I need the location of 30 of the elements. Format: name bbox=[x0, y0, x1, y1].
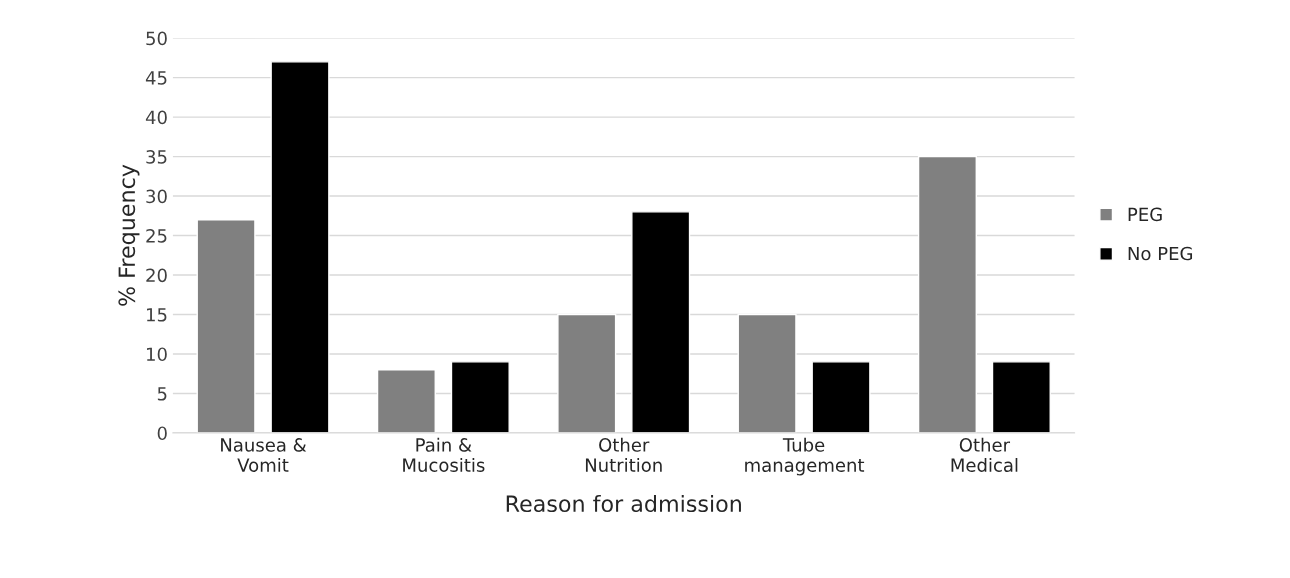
y-tick-label: 30 bbox=[146, 189, 167, 204]
y-tick-label: 25 bbox=[146, 228, 167, 243]
y-tick-label: 10 bbox=[147, 347, 167, 362]
bar bbox=[631, 211, 691, 433]
bar bbox=[737, 313, 797, 433]
y-tick-label: 5 bbox=[157, 387, 167, 401]
y-tick-label: 40 bbox=[145, 110, 167, 125]
x-tick-label: Nausea & Vomit bbox=[221, 438, 307, 472]
bar bbox=[450, 361, 510, 433]
bar bbox=[557, 313, 617, 433]
bar bbox=[270, 61, 330, 433]
y-tick-label: 20 bbox=[146, 268, 167, 283]
x-tick-label: Tube management bbox=[745, 437, 865, 476]
bar bbox=[196, 219, 256, 433]
y-tick-label: 15 bbox=[147, 308, 167, 322]
bar bbox=[376, 369, 436, 433]
x-axis-title: Reason for admission bbox=[506, 494, 741, 513]
bar bbox=[991, 361, 1051, 433]
y-tick-label: 0 bbox=[157, 426, 167, 441]
y-tick-label: 45 bbox=[145, 71, 167, 85]
y-tick-label: 35 bbox=[146, 150, 167, 164]
y-tick-label: 50 bbox=[146, 31, 167, 46]
x-tick-label: Other Medical bbox=[951, 437, 1018, 472]
legend-label: No PEG bbox=[1128, 246, 1193, 261]
x-tick-label: Other Nutrition bbox=[585, 437, 662, 472]
legend-label: PEG bbox=[1128, 207, 1162, 222]
x-tick-label: Pain & Mucositis bbox=[403, 437, 485, 472]
y-axis-title: % Frequency bbox=[118, 164, 140, 306]
bar bbox=[917, 155, 977, 433]
bar bbox=[811, 361, 871, 433]
